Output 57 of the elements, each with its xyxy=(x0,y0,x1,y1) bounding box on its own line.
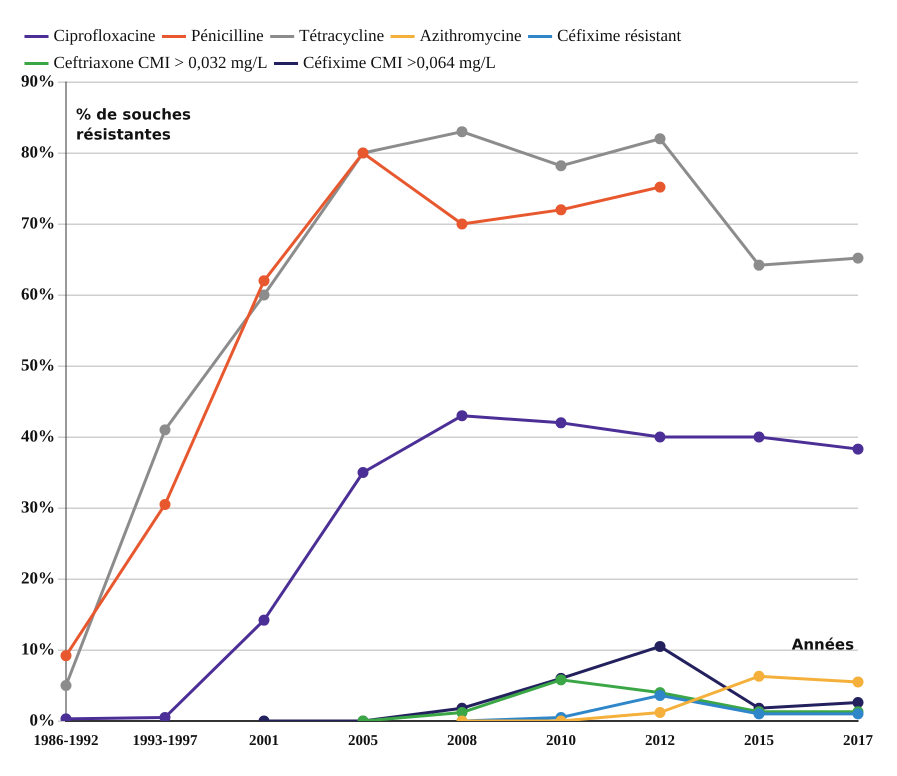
y-tick-label: 40% xyxy=(21,426,55,446)
point xyxy=(654,432,666,442)
point xyxy=(456,706,468,718)
y-tick-label: 10% xyxy=(21,639,55,658)
point xyxy=(358,467,368,478)
point xyxy=(654,640,666,652)
legend-label: Céfixime CMI >0,064 mg/L xyxy=(303,52,496,72)
y-tick-label: 70% xyxy=(21,213,55,232)
point xyxy=(160,712,170,721)
y-tick-label: 20% xyxy=(21,568,55,588)
point xyxy=(258,290,270,300)
point xyxy=(852,444,864,455)
point xyxy=(654,182,666,193)
x-tick-label: 2008 xyxy=(447,732,477,749)
point xyxy=(160,498,170,510)
x-tick-label: 2001 xyxy=(249,732,279,749)
y-tick-label: 0% xyxy=(30,710,55,730)
point xyxy=(556,204,566,216)
x-tick-label: 1993-1997 xyxy=(132,732,198,749)
annotation: % de souches résistantes xyxy=(76,105,192,144)
point xyxy=(160,424,170,436)
y-tick-label: 80% xyxy=(21,142,55,162)
point xyxy=(852,252,864,264)
point xyxy=(556,417,566,428)
point xyxy=(456,410,468,422)
x-tick-label: 2010 xyxy=(546,732,576,749)
legend-label: Azithromycine xyxy=(420,26,522,45)
legend-label: Ceftriaxone CMI > 0,032 mg/L xyxy=(54,52,268,72)
legend-label: Ciprofloxacine xyxy=(54,26,156,45)
x-tick-label: 2012 xyxy=(645,732,675,749)
y-tick-label: 30% xyxy=(21,497,55,516)
x-tick-label: 2017 xyxy=(843,732,874,749)
point xyxy=(258,275,270,286)
point xyxy=(654,690,666,701)
point xyxy=(654,133,666,144)
point xyxy=(852,697,864,708)
point xyxy=(754,432,764,442)
y-tick-label: 90% xyxy=(21,71,55,90)
point xyxy=(654,706,666,718)
y-tick-label: 60% xyxy=(21,284,55,304)
x-tick-label: 2005 xyxy=(348,732,378,749)
annotation: Années xyxy=(792,635,854,654)
x-tick-label: 1986-1992 xyxy=(34,732,98,749)
point xyxy=(60,680,72,691)
point xyxy=(754,260,764,271)
point xyxy=(456,218,468,230)
legend-label: Tétracycline xyxy=(299,26,384,45)
legend-label: Céfixime résistant xyxy=(557,26,682,45)
point xyxy=(60,650,72,662)
y-tick-label: 50% xyxy=(21,355,55,374)
point xyxy=(456,126,468,138)
point xyxy=(852,676,864,688)
point xyxy=(754,670,764,682)
point xyxy=(258,614,270,626)
legend-label: Pénicilline xyxy=(190,26,264,45)
point xyxy=(556,160,566,172)
x-tick-label: 2015 xyxy=(744,732,774,749)
